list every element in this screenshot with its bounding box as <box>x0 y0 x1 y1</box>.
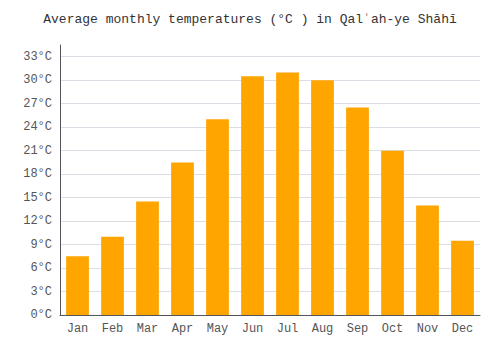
svg-text:21°C: 21°C <box>23 144 52 158</box>
svg-text:27°C: 27°C <box>23 97 52 111</box>
svg-text:May: May <box>207 322 229 336</box>
svg-text:24°C: 24°C <box>23 120 52 134</box>
svg-text:Sep: Sep <box>347 322 369 336</box>
svg-text:9°C: 9°C <box>30 238 52 252</box>
svg-text:Average monthly temperatures (: Average monthly temperatures (°C ) in Qa… <box>43 12 457 27</box>
svg-text:33°C: 33°C <box>23 50 52 64</box>
svg-text:30°C: 30°C <box>23 73 52 87</box>
svg-text:6°C: 6°C <box>30 261 52 275</box>
svg-text:Jan: Jan <box>67 322 89 336</box>
svg-text:Dec: Dec <box>452 322 474 336</box>
svg-text:12°C: 12°C <box>23 214 52 228</box>
svg-text:Apr: Apr <box>172 322 194 336</box>
svg-text:18°C: 18°C <box>23 167 52 181</box>
svg-text:3°C: 3°C <box>30 285 52 299</box>
svg-text:Nov: Nov <box>417 322 439 336</box>
svg-text:Jul: Jul <box>277 322 299 336</box>
svg-text:Feb: Feb <box>102 322 124 336</box>
svg-text:Oct: Oct <box>382 322 404 336</box>
svg-text:Jun: Jun <box>242 322 264 336</box>
svg-text:15°C: 15°C <box>23 191 52 205</box>
svg-text:0°C: 0°C <box>30 308 52 322</box>
svg-text:Mar: Mar <box>137 322 159 336</box>
svg-text:Aug: Aug <box>312 322 334 336</box>
